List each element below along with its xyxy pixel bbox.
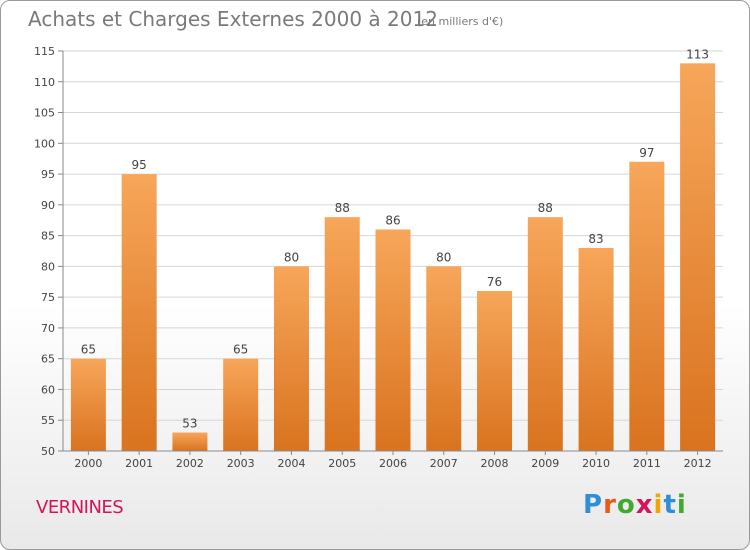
bar[interactable]: [629, 161, 665, 451]
bar[interactable]: [273, 266, 309, 451]
y-tick-label: 95: [41, 168, 55, 181]
bar[interactable]: [527, 217, 563, 451]
data-label: 88: [335, 201, 350, 215]
logo-letter: o: [616, 490, 636, 520]
data-label: 76: [487, 275, 502, 289]
y-tick-label: 85: [41, 230, 55, 243]
x-tick-label: 2005: [328, 457, 356, 470]
x-tick-label: 2011: [633, 457, 661, 470]
x-tick-label: 2008: [481, 457, 509, 470]
x-tick-label: 2007: [430, 457, 458, 470]
bar[interactable]: [121, 174, 157, 452]
x-tick-label: 2009: [531, 457, 559, 470]
data-label: 65: [81, 343, 96, 357]
data-label: 53: [182, 417, 197, 431]
y-tick-label: 105: [34, 107, 55, 120]
data-label: 86: [385, 213, 400, 227]
bar[interactable]: [477, 291, 513, 451]
bar[interactable]: [578, 247, 614, 451]
chart-subtitle: (en milliers d'€): [417, 15, 504, 28]
bar[interactable]: [324, 217, 360, 451]
x-tick-label: 2010: [582, 457, 610, 470]
place-name: VERNINES: [36, 497, 124, 518]
bar[interactable]: [426, 266, 462, 451]
y-tick-label: 115: [34, 45, 55, 58]
y-tick-label: 75: [41, 291, 55, 304]
data-label: 83: [588, 232, 603, 246]
x-tick-label: 2012: [684, 457, 712, 470]
bar[interactable]: [375, 229, 411, 451]
bar[interactable]: [70, 358, 106, 451]
y-tick-label: 50: [41, 445, 55, 458]
proxiti-logo[interactable]: Proxiti: [583, 490, 687, 520]
data-label: 80: [284, 250, 299, 264]
x-tick-label: 2000: [74, 457, 102, 470]
y-tick-label: 80: [41, 260, 55, 273]
bars: [70, 63, 716, 452]
y-tick-label: 60: [41, 383, 55, 396]
x-tick-label: 2004: [277, 457, 305, 470]
x-tick-label: 2001: [125, 457, 153, 470]
bar[interactable]: [680, 63, 716, 452]
data-labels: 65 95 53 65 80 88 86 80 76 88 83 97 113: [81, 47, 709, 430]
y-tick-label: 65: [41, 353, 55, 366]
logo-letter: P: [583, 490, 604, 520]
x-tick-label: 2006: [379, 457, 407, 470]
logo-letter: t: [663, 490, 677, 520]
logo-letter: i: [676, 490, 687, 520]
chart-title: Achats et Charges Externes 2000 à 2012: [28, 7, 438, 31]
logo-letter: r: [603, 490, 617, 520]
data-label: 95: [132, 158, 147, 172]
y-tick-label: 100: [34, 137, 55, 150]
bar[interactable]: [172, 432, 208, 451]
logo-letter: x: [635, 490, 654, 520]
bar[interactable]: [223, 358, 259, 451]
data-label: 65: [233, 343, 248, 357]
y-tick-label: 90: [41, 199, 55, 212]
x-tick-label: 2003: [227, 457, 255, 470]
data-label: 97: [639, 146, 654, 160]
x-tick-label: 2002: [176, 457, 204, 470]
data-label: 80: [436, 250, 451, 264]
y-tick-label: 70: [41, 322, 55, 335]
data-label: 113: [686, 47, 709, 61]
axes: 50 55 60 65 70 75 80 85 90 95 100 105 110 115 2000 2001…: [34, 45, 723, 470]
y-tick-label: 55: [41, 414, 55, 427]
data-label: 88: [538, 201, 553, 215]
logo-letter: i: [653, 490, 664, 520]
y-tick-label: 110: [34, 76, 55, 89]
